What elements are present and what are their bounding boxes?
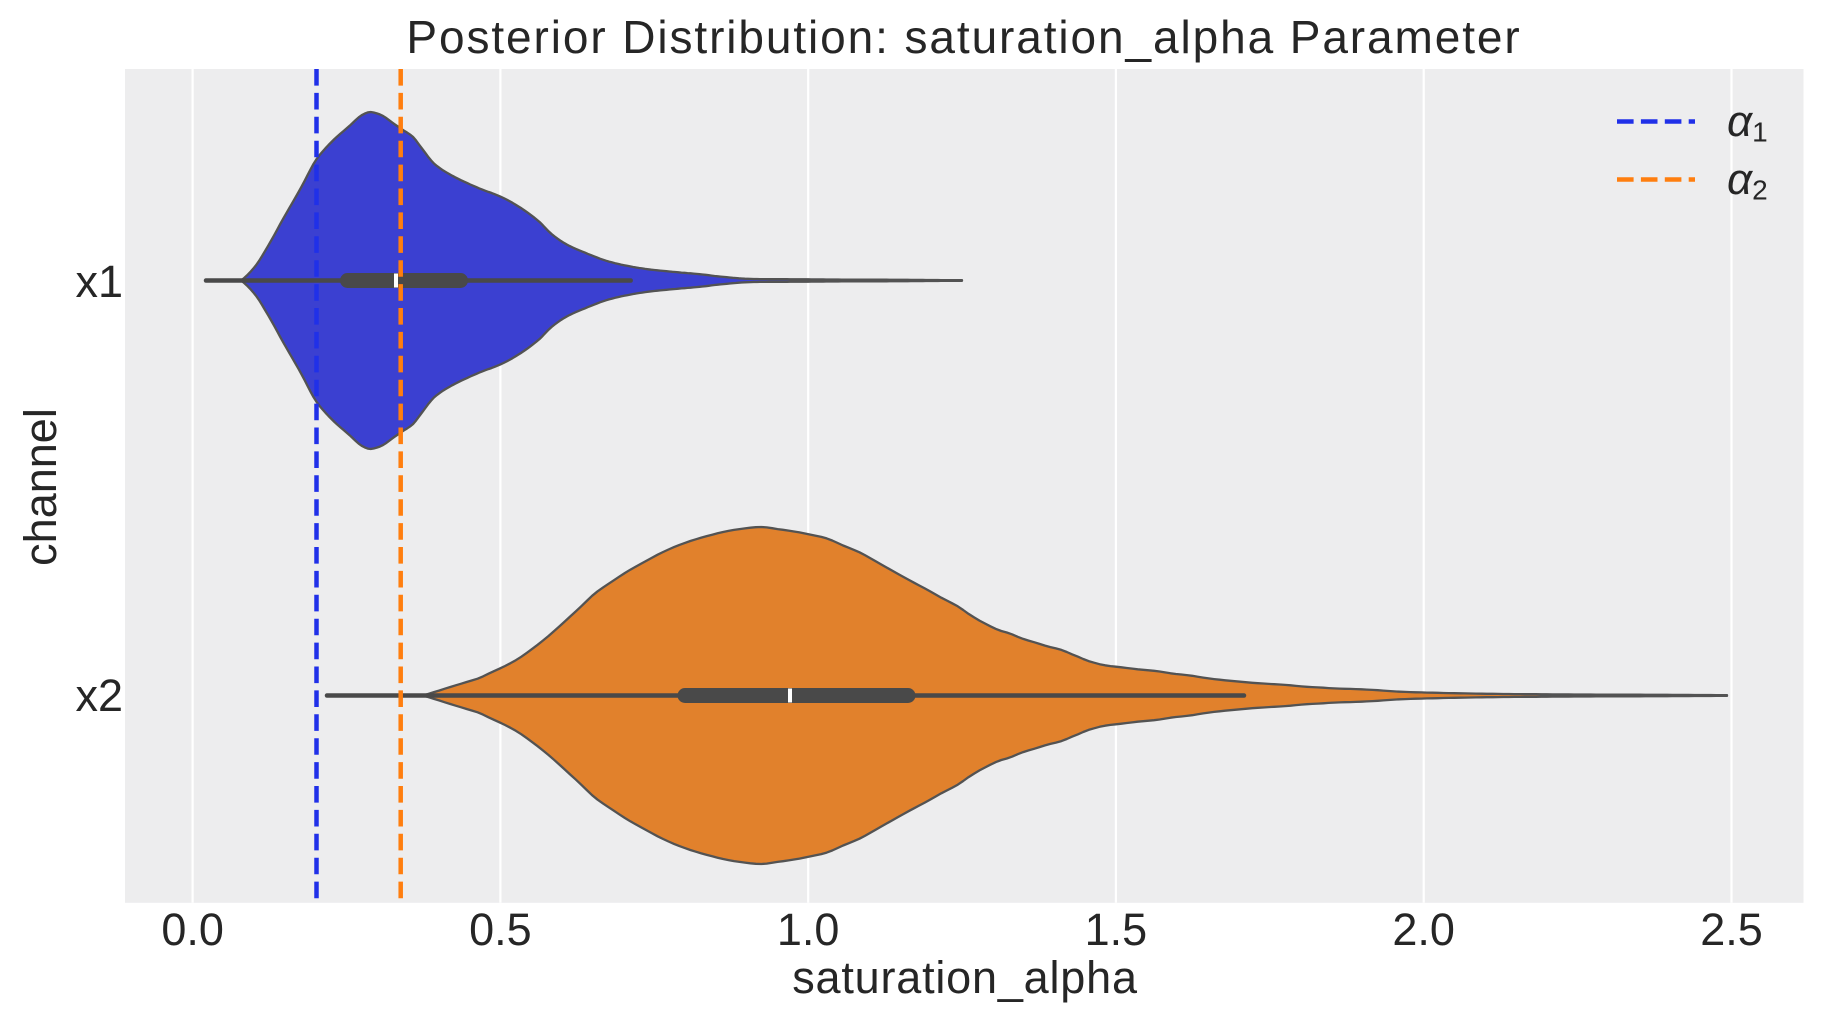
svg-text:1.0: 1.0 xyxy=(777,904,840,955)
svg-text:Posterior Distribution: satura: Posterior Distribution: saturation_alpha… xyxy=(406,11,1521,63)
svg-text:1.5: 1.5 xyxy=(1085,904,1148,955)
svg-text:2.0: 2.0 xyxy=(1392,904,1455,955)
svg-text:0.0: 0.0 xyxy=(161,904,224,955)
svg-text:x2: x2 xyxy=(75,670,123,721)
svg-text:x1: x1 xyxy=(75,256,123,307)
svg-text:0.5: 0.5 xyxy=(469,904,532,955)
svg-text:channel: channel xyxy=(15,408,66,566)
svg-text:saturation_alpha: saturation_alpha xyxy=(792,952,1138,1003)
svg-text:2.5: 2.5 xyxy=(1700,904,1763,955)
